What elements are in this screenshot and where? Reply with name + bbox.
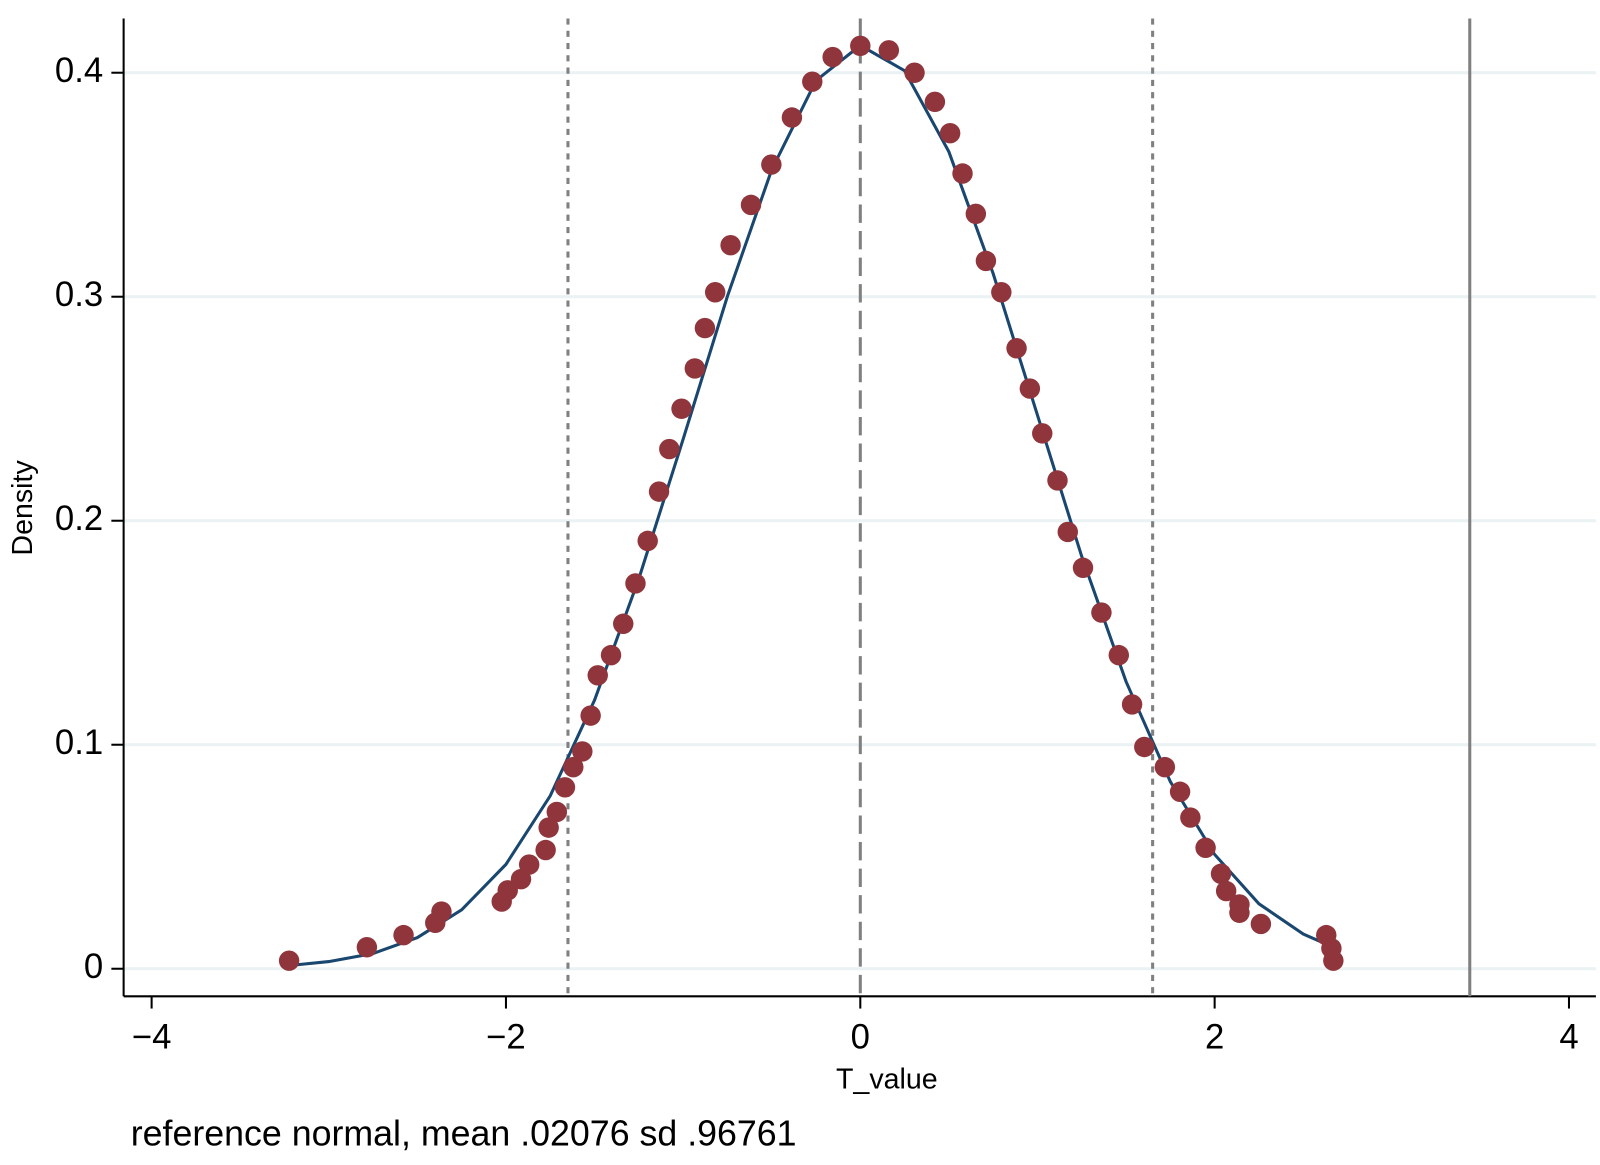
- density-point: [720, 234, 741, 256]
- density-point: [535, 839, 556, 861]
- density-point: [356, 937, 378, 958]
- density-point: [704, 282, 726, 303]
- density-point: [991, 282, 1012, 303]
- y-tick-label: 0.4: [55, 52, 103, 90]
- density-point: [694, 317, 716, 339]
- density-point: [1019, 378, 1041, 399]
- density-point: [637, 530, 658, 552]
- density-point: [822, 46, 843, 68]
- density-point: [1121, 694, 1143, 715]
- x-tick-label: 2: [1205, 1018, 1224, 1056]
- density-point: [975, 250, 997, 272]
- reference-normal-line: [293, 43, 1331, 967]
- density-point: [1250, 913, 1272, 935]
- density-point: [278, 950, 300, 971]
- density-point: [802, 71, 823, 92]
- density-point: [1210, 863, 1232, 884]
- density-point: [1215, 880, 1237, 902]
- x-tick-label: 0: [851, 1018, 870, 1056]
- density-point: [659, 438, 680, 460]
- density-point: [1229, 902, 1250, 923]
- density-point: [518, 854, 540, 875]
- density-point: [1091, 602, 1112, 623]
- density-point: [1057, 521, 1078, 543]
- density-point: [572, 741, 593, 762]
- density-point: [1032, 423, 1053, 444]
- density-point: [613, 613, 634, 634]
- y-tick-label: 0.1: [55, 724, 103, 762]
- density-point: [761, 154, 782, 175]
- density-point: [904, 62, 925, 83]
- density-point: [740, 194, 762, 216]
- density-point: [1108, 644, 1130, 666]
- density-point: [1323, 950, 1344, 971]
- density-point: [850, 35, 871, 57]
- y-tick-label: 0: [84, 948, 103, 986]
- density-point: [554, 777, 576, 798]
- y-tick-label: 0.3: [55, 276, 103, 314]
- density-point: [671, 398, 692, 419]
- density-point: [1072, 557, 1094, 578]
- x-tick-label: −2: [486, 1018, 526, 1056]
- density-point: [1195, 837, 1216, 858]
- density-point: [1169, 781, 1191, 802]
- density-point: [580, 705, 601, 726]
- density-point: [781, 107, 803, 128]
- density-point: [563, 756, 584, 778]
- density-point: [1047, 470, 1068, 491]
- density-point: [546, 801, 568, 823]
- density-point: [952, 163, 973, 184]
- y-tick-label: 0.2: [55, 500, 103, 538]
- density-point: [924, 91, 946, 113]
- density-point: [684, 358, 706, 379]
- x-tick-label: −4: [132, 1018, 172, 1056]
- density-point: [625, 573, 646, 594]
- density-point: [878, 40, 900, 61]
- y-axis-title: Density: [7, 460, 39, 556]
- note: reference normal, mean .02076 sd .96761: [131, 1114, 797, 1154]
- density-point: [939, 122, 961, 144]
- density-point: [1154, 756, 1176, 778]
- x-tick-label: 4: [1559, 1018, 1578, 1056]
- density-point: [431, 901, 452, 922]
- density-point: [1180, 807, 1201, 828]
- x-axis-title: T_value: [836, 1064, 938, 1096]
- density-point: [393, 924, 414, 946]
- density-point: [600, 644, 622, 666]
- density-point: [965, 203, 987, 225]
- density-point: [1134, 736, 1155, 758]
- density-point: [587, 665, 608, 686]
- density-point: [648, 481, 670, 502]
- density-point: [538, 817, 559, 838]
- density-point: [1006, 338, 1027, 359]
